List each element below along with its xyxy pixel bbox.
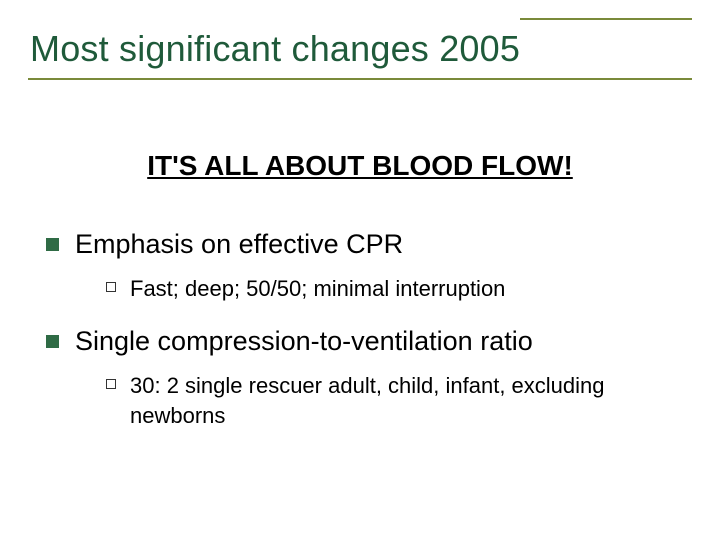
slide-subhead: IT'S ALL ABOUT BLOOD FLOW!	[28, 150, 692, 182]
title-block: Most significant changes 2005	[28, 18, 692, 80]
square-bullet-icon	[46, 238, 59, 251]
list-item: Single compression-to-ventilation ratio	[46, 325, 692, 359]
list-subitem: 30: 2 single rescuer adult, child, infan…	[106, 371, 692, 430]
hollow-square-bullet-icon	[106, 379, 116, 389]
list-subitem-label: 30: 2 single rescuer adult, child, infan…	[130, 371, 690, 430]
list-subitem: Fast; deep; 50/50; minimal interruption	[106, 274, 692, 304]
square-bullet-icon	[46, 335, 59, 348]
list-subitem-label: Fast; deep; 50/50; minimal interruption	[130, 274, 505, 304]
title-rule-bottom	[28, 78, 692, 80]
slide: Most significant changes 2005 IT'S ALL A…	[0, 0, 720, 540]
list-item-label: Single compression-to-ventilation ratio	[75, 325, 533, 359]
list-item: Emphasis on effective CPR	[46, 228, 692, 262]
slide-title: Most significant changes 2005	[28, 18, 520, 74]
list-item-label: Emphasis on effective CPR	[75, 228, 403, 262]
hollow-square-bullet-icon	[106, 282, 116, 292]
